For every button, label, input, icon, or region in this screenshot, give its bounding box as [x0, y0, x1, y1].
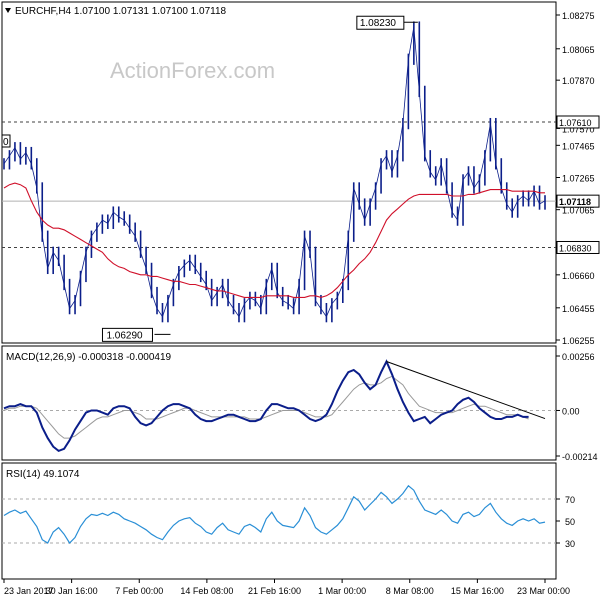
price-y-tick-label: 1.07465 [562, 141, 595, 151]
macd-trendline [386, 361, 546, 420]
symbol-header: EURCHF,H4 1.07100 1.07131 1.07100 1.0711… [15, 6, 227, 17]
axis-layer: 1.08275 1.08065 1.07870 1.07570 1.07465 1.072… [3, 11, 600, 596]
price-close-line [3, 27, 546, 318]
price-y-tick-label: 1.07870 [562, 76, 595, 86]
price-y-tick-label: 1.07570 [562, 124, 595, 134]
x-tick-label: 23 Mar 00:00 [517, 586, 570, 596]
price-y-tick-label: 1.08065 [562, 45, 595, 55]
price-panel-frame [1, 1, 557, 344]
x-tick-label: 1 Mar 00:00 [318, 586, 366, 596]
price-y-tick-label: 1.07065 [562, 206, 595, 216]
price-label-upper_level: 1.07610 [559, 118, 592, 128]
left-cut-label: 0 [3, 137, 9, 148]
price-label-box-lower_level [556, 240, 600, 254]
swing-low-callout: 1.06290 [106, 330, 143, 341]
price-label-box-upper_level [556, 115, 600, 129]
price-y-tick-label: 1.06455 [562, 304, 595, 314]
price-label-box-current [556, 194, 600, 208]
macd-panel-frame [1, 345, 557, 461]
macd-line [3, 359, 529, 453]
x-tick-label: 15 Mar 16:00 [451, 586, 504, 596]
moving-average-line [3, 182, 545, 298]
macd-layer: MACD(12,26,9) -0.000318 -0.000419 [2, 352, 556, 453]
left-cut-box [1, 134, 11, 148]
rsi-y-tick-label: 30 [565, 539, 575, 549]
rsi-line [3, 484, 546, 544]
x-tick-label: 7 Feb 00:00 [115, 586, 163, 596]
price-label-current: 1.07118 [559, 197, 591, 207]
macd-y-tick-label: -0.00214 [562, 452, 598, 462]
watermark: ActionForex.com [110, 58, 275, 83]
dropdown-arrow-icon[interactable] [5, 8, 11, 13]
swing-high-callout-box [356, 15, 405, 30]
price-y-tick-label: 1.07265 [562, 174, 595, 184]
x-tick-label: 23 Jan 2017 [4, 586, 54, 596]
x-tick-label: 30 Jan 16:00 [46, 586, 98, 596]
swing-high-callout: 1.08230 [360, 18, 397, 29]
macd-y-tick-label: 0.00 [562, 406, 580, 416]
rsi-label: RSI(14) 49.1074 [6, 469, 80, 480]
x-tick-label: 21 Feb 16:00 [248, 586, 301, 596]
x-tick-label: 8 Mar 08:00 [386, 586, 434, 596]
x-tick-label: 14 Feb 08:00 [180, 586, 233, 596]
swing-low-callout-box [101, 327, 153, 342]
macd-label: MACD(12,26,9) -0.000318 -0.000419 [6, 352, 172, 363]
price-y-tick-label: 1.06255 [562, 336, 595, 346]
price-label-lower_level: 1.06830 [559, 243, 592, 253]
macd-signal-line [3, 375, 529, 439]
rsi-y-tick-label: 50 [565, 517, 575, 527]
rsi-layer: RSI(14) 49.1074 [2, 469, 556, 544]
price-y-tick-label: 1.06660 [562, 271, 595, 281]
macd-y-tick-label: 0.00256 [562, 352, 595, 362]
price-layer: 1.08230 1.06290 0 [1, 15, 556, 342]
rsi-y-tick-label: 70 [565, 495, 575, 505]
price-y-tick-label: 1.08275 [562, 11, 595, 21]
